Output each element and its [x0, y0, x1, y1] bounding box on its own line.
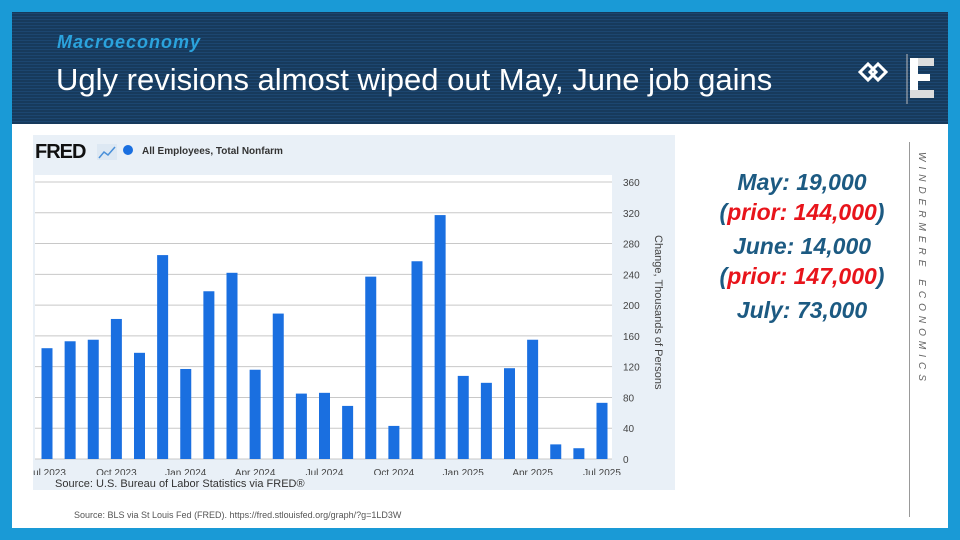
paren: ( — [719, 263, 728, 289]
july-stat: July: 73,000 — [736, 297, 868, 323]
paren: ) — [876, 199, 885, 225]
trend-chart-icon — [97, 144, 117, 160]
bar — [411, 261, 423, 459]
bar — [434, 215, 446, 459]
bar — [110, 318, 122, 459]
chart-source: Source: U.S. Bureau of Labor Statistics … — [55, 478, 305, 490]
bar — [573, 448, 585, 459]
paren: ) — [876, 263, 885, 289]
y-tick-label: 200 — [623, 301, 640, 312]
bar — [87, 339, 99, 459]
bar — [249, 369, 261, 459]
x-tick-label: Jul 2024 — [306, 468, 344, 475]
bar — [504, 368, 515, 459]
y-tick-label: 240 — [623, 270, 640, 281]
y-tick-label: 0 — [623, 455, 629, 466]
bar — [480, 382, 492, 459]
x-tick-label: Jul 2023 — [33, 468, 66, 475]
paren: ( — [719, 199, 728, 225]
bar — [272, 313, 284, 459]
y-tick-label: 280 — [623, 240, 640, 251]
windermere-logo-icon — [857, 54, 934, 104]
may-prior-line: (prior: 144,000) — [682, 197, 922, 227]
x-tick-label: Oct 2024 — [374, 468, 415, 475]
bar — [226, 272, 238, 459]
x-tick-label: Jul 2025 — [583, 468, 621, 475]
x-tick-label: Apr 2024 — [235, 468, 276, 475]
section-kicker: Macroeconomy — [57, 32, 202, 52]
brand-label: WINDERMERE ECONOMICS — [916, 152, 927, 386]
chart-legend: All Employees, Total Nonfarm — [123, 145, 283, 157]
slide-title: Ugly revisions almost wiped out May, Jun… — [56, 62, 773, 97]
y-tick-label: 40 — [623, 424, 635, 435]
y-tick-label: 360 — [623, 178, 640, 189]
bar — [365, 276, 377, 459]
legend-marker — [123, 145, 133, 155]
x-tick-label: Jan 2024 — [165, 468, 207, 475]
bar — [64, 341, 76, 459]
slide: Macroeconomy Ugly revisions almost wiped… — [12, 12, 948, 528]
may-prior: prior: 144,000 — [727, 199, 877, 225]
bar — [295, 393, 307, 459]
job-stats: May: 19,000 (prior: 144,000) June: 14,00… — [682, 167, 922, 325]
header: Macroeconomy Ugly revisions almost wiped… — [12, 12, 948, 124]
y-tick-label: 160 — [623, 332, 640, 343]
x-tick-label: Oct 2023 — [96, 468, 137, 475]
x-tick-label: Apr 2025 — [512, 468, 553, 475]
may-stat: May: 19,000 — [737, 169, 867, 195]
bar — [180, 368, 192, 459]
fred-chart-panel: FRED All Employees, Total Nonfarm 0 40 80 1… — [33, 135, 675, 490]
footer-source: Source: BLS via St Louis Fed (FRED). htt… — [74, 510, 402, 520]
bar — [596, 402, 608, 459]
legend-label: All Employees, Total Nonfarm — [142, 146, 283, 157]
y-axis-label: Change, Thousands of Persons — [652, 235, 664, 390]
bar — [157, 255, 169, 459]
june-stat: June: 14,000 — [732, 233, 872, 259]
bar — [388, 425, 400, 459]
bar — [134, 352, 145, 459]
bar — [527, 339, 539, 459]
bar — [319, 392, 330, 459]
bar — [41, 348, 53, 459]
y-tick-label: 80 — [623, 393, 635, 404]
x-tick-label: Jan 2025 — [443, 468, 485, 475]
bar — [457, 375, 469, 459]
divider — [909, 142, 910, 517]
fred-logo: FRED — [35, 141, 86, 163]
june-prior-line: (prior: 147,000) — [682, 261, 922, 291]
bar-chart: 0 40 80 120 160 200 240 280 320 360 Jul 2023 Oct 20… — [33, 175, 664, 475]
y-tick-label: 120 — [623, 363, 640, 374]
bar — [342, 405, 354, 459]
bar — [203, 291, 215, 459]
y-tick-label: 320 — [623, 209, 640, 220]
june-prior: prior: 147,000 — [727, 263, 877, 289]
bar — [550, 444, 562, 459]
